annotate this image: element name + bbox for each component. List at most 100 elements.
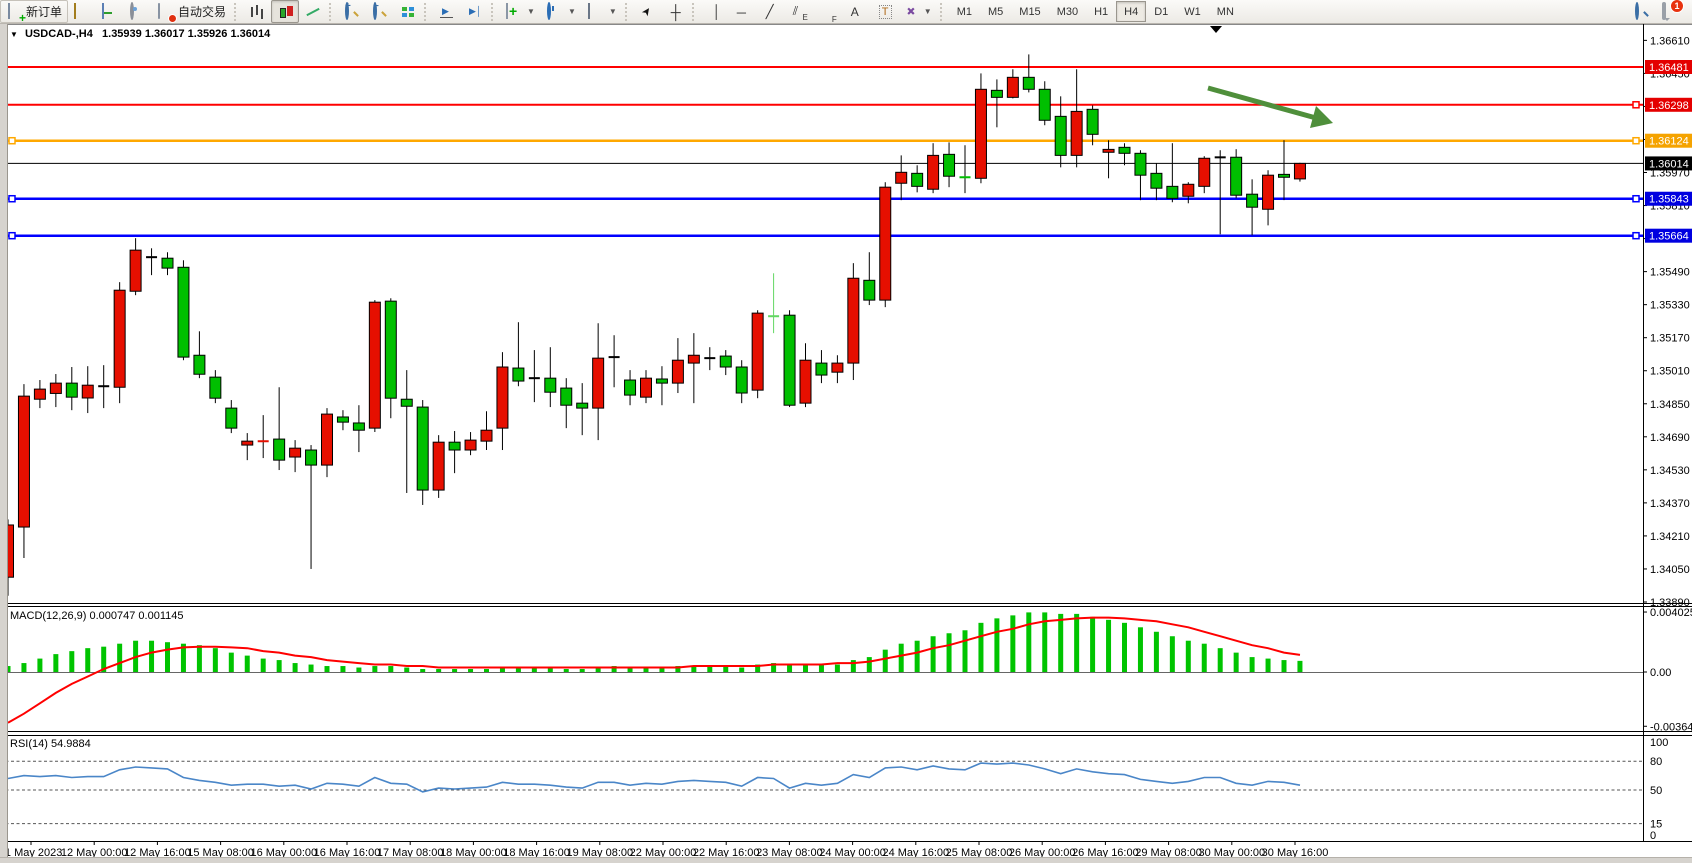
candle[interactable] bbox=[927, 143, 940, 194]
line-chart-button[interactable] bbox=[299, 0, 327, 23]
candle[interactable] bbox=[480, 411, 493, 451]
chart-background[interactable] bbox=[0, 24, 1692, 863]
candle[interactable] bbox=[560, 378, 573, 429]
zoom-in-button[interactable]: + bbox=[338, 0, 366, 23]
timeframe-button-w1[interactable]: W1 bbox=[1184, 5, 1201, 18]
candle[interactable] bbox=[847, 263, 860, 381]
search-button[interactable] bbox=[1628, 0, 1656, 23]
candle[interactable] bbox=[1262, 170, 1275, 226]
hline-handle[interactable] bbox=[1632, 136, 1640, 145]
candle[interactable] bbox=[512, 322, 525, 387]
candle[interactable] bbox=[655, 366, 668, 406]
candle[interactable] bbox=[1293, 162, 1306, 182]
bar-chart-button[interactable] bbox=[243, 0, 271, 23]
candle[interactable] bbox=[161, 252, 174, 276]
candle[interactable] bbox=[751, 310, 764, 399]
candle[interactable] bbox=[448, 431, 461, 474]
candle[interactable] bbox=[879, 182, 892, 308]
candle[interactable] bbox=[400, 370, 413, 493]
candle[interactable] bbox=[735, 360, 748, 404]
candle[interactable] bbox=[1070, 69, 1083, 168]
hline-handle[interactable] bbox=[8, 231, 16, 240]
hline-handle[interactable] bbox=[8, 194, 16, 203]
candle[interactable] bbox=[863, 252, 876, 306]
timeframe-button-m15[interactable]: M15 bbox=[1019, 5, 1041, 18]
candle[interactable] bbox=[608, 335, 620, 388]
charts-window-button[interactable] bbox=[96, 0, 124, 23]
trend-arrow-annotation[interactable] bbox=[1207, 85, 1333, 128]
horizontal-line-button[interactable] bbox=[729, 0, 757, 23]
candle[interactable] bbox=[528, 350, 540, 403]
candle[interactable] bbox=[1054, 96, 1067, 168]
candle[interactable] bbox=[305, 445, 318, 569]
timeframe-button-m1[interactable]: M1 bbox=[956, 5, 972, 18]
candle[interactable] bbox=[257, 415, 269, 459]
timeframe-button-d1[interactable]: D1 bbox=[1154, 5, 1169, 18]
candle[interactable] bbox=[799, 343, 812, 408]
candle[interactable] bbox=[1022, 54, 1035, 93]
candle[interactable] bbox=[1102, 140, 1115, 179]
hline-handle[interactable] bbox=[1632, 101, 1640, 109]
candle[interactable] bbox=[177, 260, 190, 361]
candle[interactable] bbox=[113, 282, 126, 404]
candlestick-button[interactable] bbox=[271, 0, 300, 23]
timeframe-button-m30[interactable]: M30 bbox=[1056, 5, 1079, 18]
candle[interactable] bbox=[576, 383, 589, 436]
periods-button[interactable]: ▼ bbox=[541, 0, 582, 23]
candle[interactable] bbox=[65, 367, 78, 411]
candle[interactable] bbox=[129, 238, 142, 296]
candle[interactable] bbox=[911, 165, 924, 193]
text-label-button[interactable] bbox=[869, 0, 897, 23]
candle[interactable] bbox=[1166, 143, 1179, 203]
candle[interactable] bbox=[49, 374, 62, 408]
candle[interactable] bbox=[640, 370, 652, 404]
autotrading-button[interactable]: 自动交易 bbox=[152, 0, 232, 23]
gold-button[interactable] bbox=[68, 0, 96, 23]
arrows-button[interactable]: ▼ bbox=[897, 0, 938, 23]
candle[interactable] bbox=[704, 347, 716, 371]
candle[interactable] bbox=[990, 79, 1003, 128]
candle[interactable] bbox=[592, 323, 605, 441]
hline-handle[interactable] bbox=[1632, 194, 1640, 203]
hline-handle[interactable] bbox=[1632, 231, 1640, 240]
candle[interactable] bbox=[1198, 156, 1211, 194]
candle[interactable] bbox=[1246, 179, 1259, 236]
candle[interactable] bbox=[464, 432, 477, 456]
candle[interactable] bbox=[289, 440, 302, 473]
channel-button[interactable] bbox=[785, 0, 813, 23]
candle[interactable] bbox=[1086, 105, 1099, 146]
candle[interactable] bbox=[687, 333, 700, 404]
candle[interactable] bbox=[1182, 182, 1195, 204]
add-indicator-button[interactable]: ▼ bbox=[500, 0, 541, 23]
vertical-line-button[interactable] bbox=[701, 0, 729, 23]
candle[interactable] bbox=[98, 365, 110, 409]
candle[interactable] bbox=[719, 350, 732, 376]
candle[interactable] bbox=[225, 400, 238, 434]
candle[interactable] bbox=[815, 350, 828, 384]
trendline-button[interactable] bbox=[757, 0, 785, 23]
candle[interactable] bbox=[81, 366, 94, 414]
auto-scroll-button[interactable] bbox=[433, 0, 461, 23]
chart-shift-marker[interactable] bbox=[1210, 26, 1222, 33]
candle[interactable] bbox=[768, 273, 780, 334]
candle[interactable] bbox=[1230, 149, 1243, 199]
candle[interactable] bbox=[1214, 150, 1226, 235]
crosshair-button[interactable] bbox=[662, 0, 690, 23]
candle[interactable] bbox=[496, 352, 509, 451]
candle[interactable] bbox=[1006, 69, 1019, 99]
candle[interactable] bbox=[974, 73, 987, 184]
zoom-out-button[interactable]: − bbox=[366, 0, 394, 23]
candle[interactable] bbox=[368, 300, 381, 433]
candle[interactable] bbox=[1278, 140, 1290, 201]
templates-button[interactable]: ▼ bbox=[582, 0, 623, 23]
chart-canvas[interactable]: 1.366101.364501.362901.361301.359701.358… bbox=[0, 24, 1692, 863]
candle[interactable] bbox=[671, 338, 684, 394]
candle[interactable] bbox=[1038, 81, 1051, 126]
candle[interactable] bbox=[959, 145, 971, 194]
cursor-button[interactable] bbox=[634, 0, 662, 23]
timeframe-button-m5[interactable]: M5 bbox=[988, 5, 1004, 18]
symbol-menu-icon[interactable]: ▼ bbox=[10, 30, 18, 39]
candle[interactable] bbox=[241, 433, 254, 461]
chart-shift-button[interactable] bbox=[461, 0, 489, 23]
candle[interactable] bbox=[146, 248, 158, 276]
